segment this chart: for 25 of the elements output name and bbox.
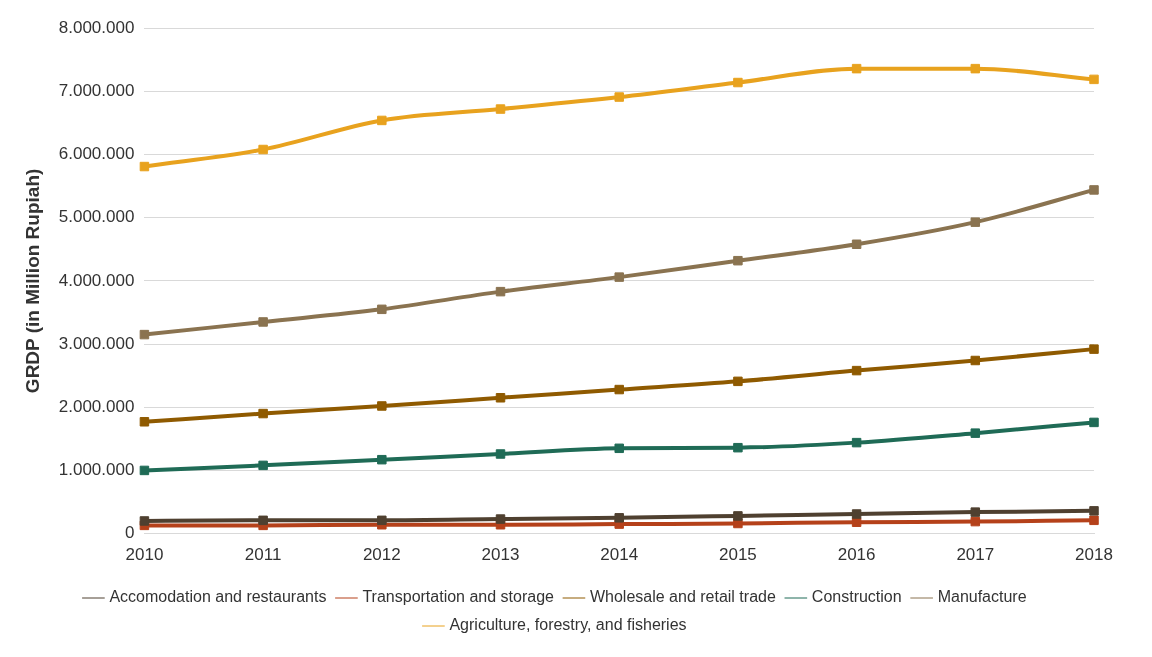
x-tick-label: 2014	[600, 545, 639, 565]
x-tick-label: 2016	[837, 545, 876, 565]
x-tick-label: 2012	[362, 545, 401, 565]
y-tick-label: 1.000.000	[58, 460, 135, 480]
y-tick-label: 3.000.000	[58, 333, 135, 353]
y-axis-title: GRDP (in Million Rupiah)	[21, 168, 43, 394]
x-tick-label: 2018	[1075, 545, 1113, 565]
y-tick-label: 5.000.000	[58, 207, 135, 227]
legend-label: Manufacture	[937, 588, 1027, 606]
x-tick-label: 2015	[719, 545, 757, 565]
y-tick-label: 2.000.000	[58, 396, 135, 416]
y-tick-label: 7.000.000	[58, 81, 135, 101]
x-tick-label: 2011	[244, 545, 282, 565]
legend-label: Accomodation and restaurants	[109, 588, 327, 606]
x-tick-label: 2013	[481, 545, 520, 565]
y-tick-label: 6.000.000	[58, 144, 135, 164]
x-tick-label: 2010	[125, 545, 164, 565]
legend-label: Transportation and storage	[362, 588, 555, 606]
y-tick-label: 8.000.000	[58, 17, 135, 37]
legend-label: Agriculture, forestry, and fisheries	[449, 616, 687, 634]
legend-label: Wholesale and retail trade	[589, 588, 776, 606]
legend-label: Construction	[811, 588, 902, 606]
y-tick-label: 4.000.000	[58, 270, 135, 290]
x-tick-label: 2017	[956, 545, 995, 565]
y-tick-label: 0	[124, 523, 135, 543]
